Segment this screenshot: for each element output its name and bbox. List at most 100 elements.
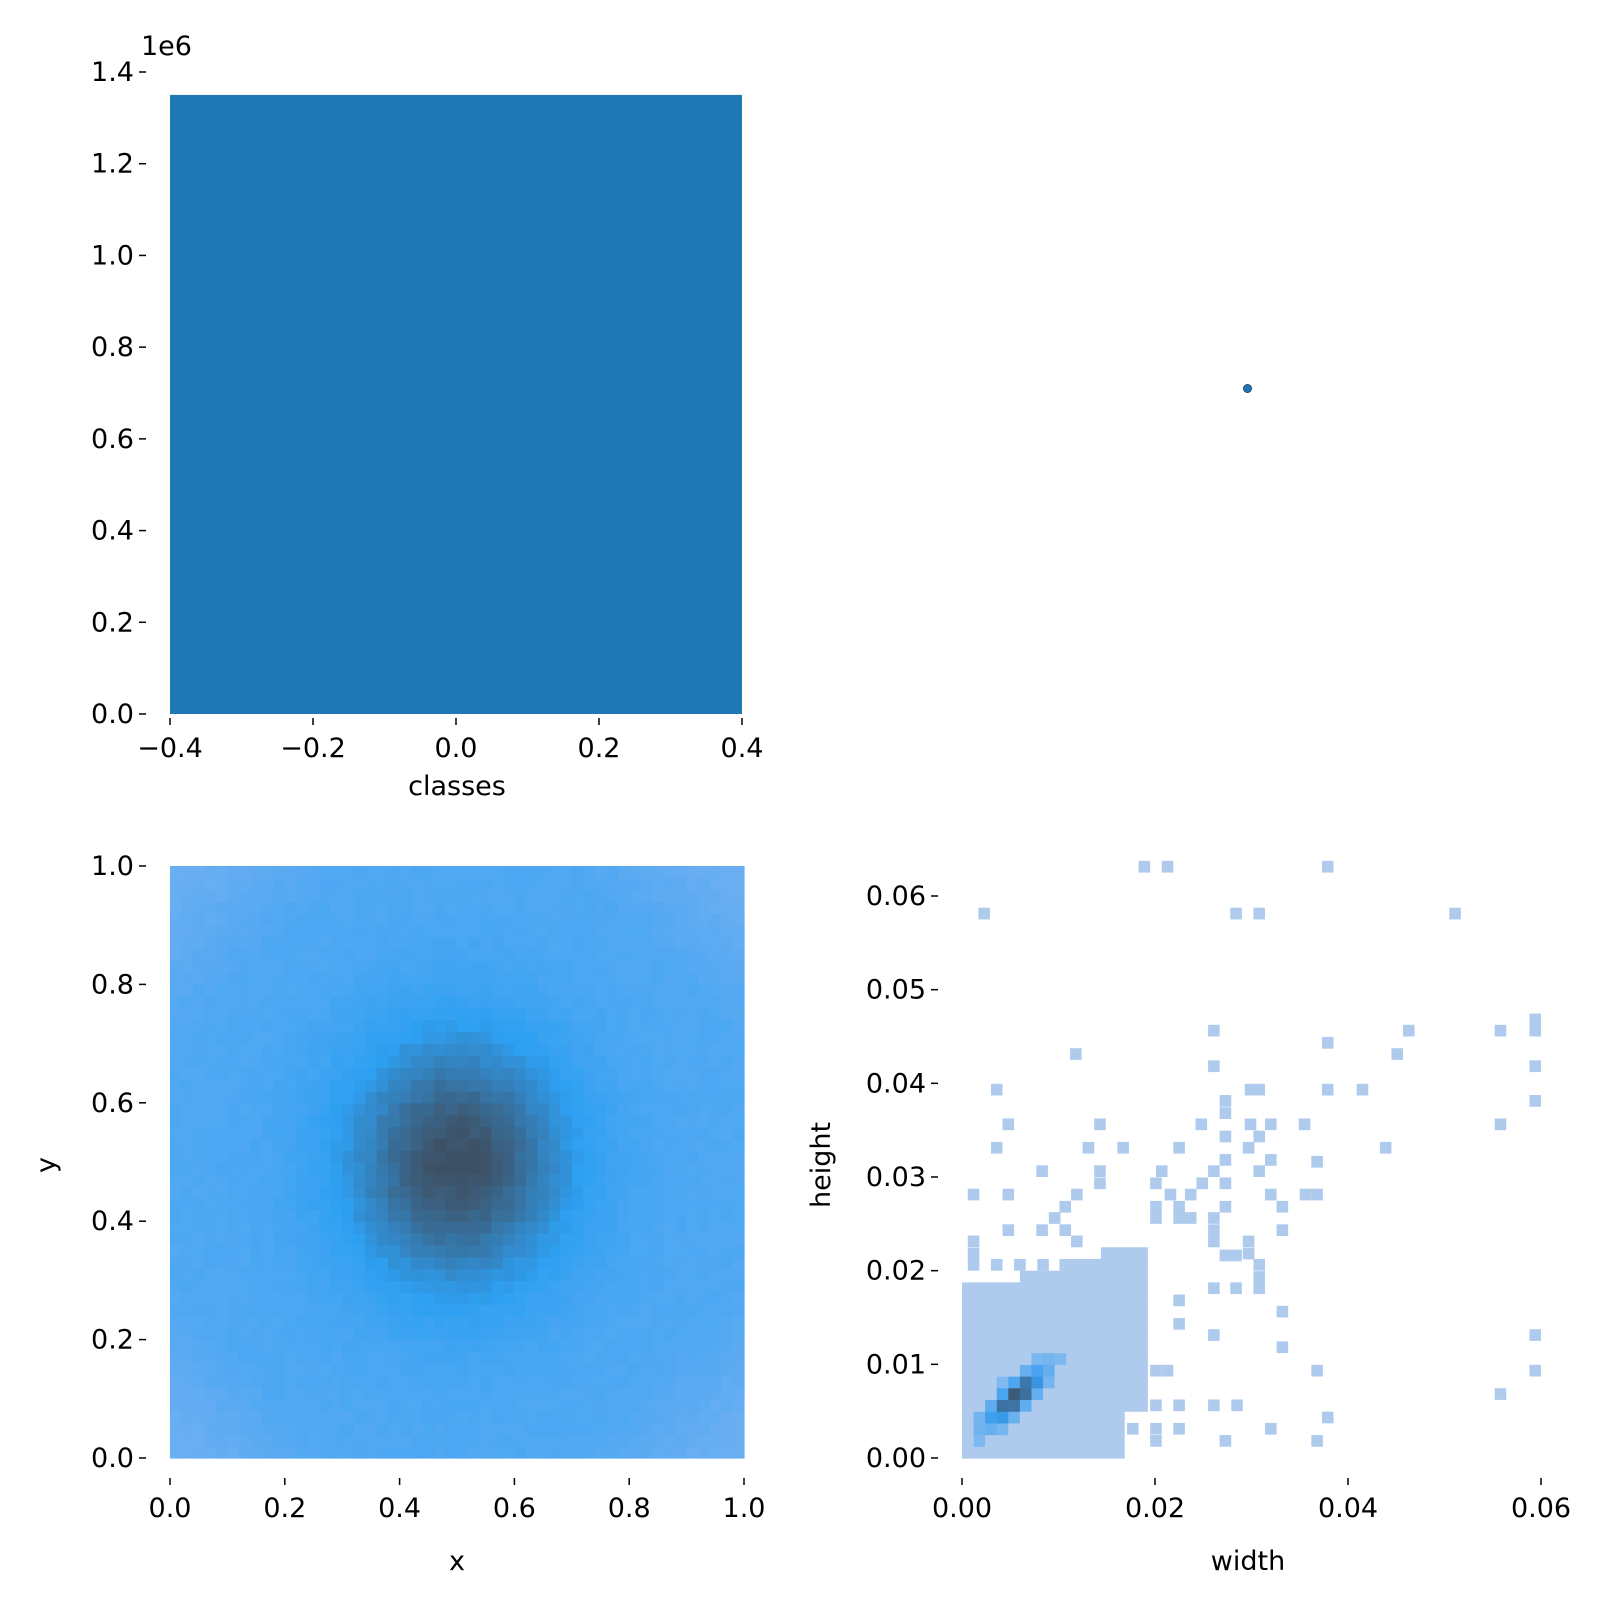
xy-heatmap-cell bbox=[284, 1398, 297, 1412]
xy-heatmap-cell bbox=[479, 1102, 493, 1116]
width-height-cell bbox=[1311, 1188, 1323, 1201]
width-height-cell bbox=[962, 1329, 975, 1342]
width-height-cell bbox=[1054, 1411, 1067, 1424]
xy-heatmap-cell bbox=[261, 1375, 274, 1388]
classes-y-tick-label: 1.4 bbox=[91, 57, 134, 88]
xy-heatmap-cell bbox=[629, 1150, 642, 1163]
xy-heatmap-cell bbox=[709, 1256, 722, 1270]
xy-heatmap-cell bbox=[250, 1446, 263, 1459]
xy-heatmap-cell bbox=[525, 1079, 538, 1092]
xy-heatmap-cell bbox=[468, 1386, 481, 1400]
xy-heatmap-cell bbox=[652, 1102, 665, 1116]
width-height-cell bbox=[1054, 1376, 1067, 1389]
width-height-cell bbox=[1019, 1434, 1033, 1447]
xy-heatmap-cell bbox=[365, 1315, 378, 1329]
xy-heatmap-cell bbox=[296, 1410, 309, 1424]
xy-heatmap-cell bbox=[640, 1446, 653, 1459]
xy-heatmap-cell bbox=[170, 1351, 183, 1364]
xy-heatmap-cell bbox=[250, 1019, 263, 1033]
xy-heatmap-cell bbox=[422, 1256, 435, 1270]
xy-heatmap-cell bbox=[686, 1043, 699, 1057]
width-height-cell bbox=[1253, 1282, 1266, 1295]
xy-heatmap-cell bbox=[698, 1221, 711, 1234]
classes-y-tick-label: 0.0 bbox=[91, 699, 134, 730]
xy-heatmap-cell bbox=[640, 972, 653, 985]
xy-heatmap-cell bbox=[330, 866, 343, 879]
xy-heatmap-cell bbox=[479, 984, 493, 997]
xy-heatmap-cell bbox=[537, 1126, 550, 1139]
xy-heatmap-cell bbox=[537, 1410, 550, 1424]
xy-heatmap-cell bbox=[250, 1008, 263, 1021]
xy-heatmap-cell bbox=[319, 1244, 332, 1258]
xy-heatmap-cell bbox=[238, 1434, 251, 1447]
xy-heatmap-cell bbox=[238, 1221, 251, 1234]
xy-heatmap-cell bbox=[238, 972, 251, 985]
xy-x-tick-label: 1.0 bbox=[723, 1493, 766, 1524]
xy-heatmap-cell bbox=[594, 1221, 607, 1234]
width-height-cell bbox=[1124, 1376, 1137, 1389]
xy-heatmap-cell bbox=[307, 1256, 320, 1270]
xy-heatmap-cell bbox=[560, 1126, 573, 1139]
xy-heatmap-cell bbox=[583, 1446, 596, 1459]
xy-heatmap-cell bbox=[571, 1434, 584, 1447]
xy-heatmap-cell bbox=[457, 1327, 470, 1341]
xy-heatmap-cell bbox=[388, 1008, 401, 1021]
xy-heatmap-cell bbox=[445, 1019, 458, 1033]
width-height-cell bbox=[1008, 1376, 1021, 1389]
xy-heatmap-cell bbox=[376, 1031, 389, 1045]
xy-heatmap-cell bbox=[284, 901, 297, 914]
xy-heatmap-cell bbox=[365, 1446, 378, 1459]
xy-heatmap-cell bbox=[663, 1292, 676, 1305]
width-height-cell bbox=[1529, 1095, 1541, 1107]
xy-heatmap-cell bbox=[284, 1055, 297, 1068]
classes-y-tick-label: 0.8 bbox=[91, 332, 134, 363]
xy-heatmap-cell bbox=[502, 1197, 515, 1210]
xy-heatmap-cell bbox=[192, 901, 206, 914]
width-height-cell bbox=[1043, 1294, 1056, 1307]
width-height-cell bbox=[1043, 1434, 1056, 1447]
xy-heatmap-cell bbox=[468, 877, 481, 891]
xy-heatmap-cell bbox=[181, 1244, 194, 1258]
xy-heatmap-cell bbox=[698, 1079, 711, 1092]
width-height-cell bbox=[1321, 1411, 1334, 1424]
xy-heatmap-cell bbox=[445, 1090, 458, 1104]
xy-heatmap-cell bbox=[227, 1386, 240, 1400]
xy-heatmap-cell bbox=[698, 1173, 711, 1187]
xy-heatmap-cell bbox=[273, 1090, 286, 1104]
xy-heatmap-cell bbox=[365, 1173, 378, 1187]
xy-heatmap-cell bbox=[640, 1398, 653, 1412]
xy-heatmap-cell bbox=[709, 1446, 722, 1459]
xy-heatmap-cell bbox=[307, 1268, 320, 1281]
width-height-cell bbox=[1019, 1294, 1033, 1307]
xy-heatmap-cell bbox=[353, 1292, 366, 1305]
width-height-cell bbox=[973, 1294, 986, 1307]
xy-heatmap-cell bbox=[583, 1434, 596, 1447]
xy-heatmap-cell bbox=[422, 1079, 435, 1092]
xy-heatmap-cell bbox=[617, 1268, 630, 1281]
xy-heatmap-cell bbox=[629, 1055, 642, 1068]
xy-heatmap-cell bbox=[721, 1185, 734, 1199]
xy-heatmap-cell bbox=[548, 960, 561, 974]
xy-heatmap-cell bbox=[399, 1244, 412, 1258]
xy-heatmap-cell bbox=[238, 913, 251, 926]
xy-heatmap-cell bbox=[491, 1268, 504, 1281]
xy-heatmap-cell bbox=[319, 1055, 332, 1068]
xy-heatmap-cell bbox=[192, 1434, 206, 1447]
xy-heatmap-cell bbox=[617, 877, 630, 891]
width-height-cell bbox=[1031, 1270, 1044, 1283]
xy-heatmap-cell bbox=[411, 1268, 424, 1281]
xy-heatmap-cell bbox=[721, 1126, 734, 1139]
xy-heatmap-cell bbox=[284, 1031, 297, 1045]
width-height-cell bbox=[1019, 1411, 1033, 1424]
xy-heatmap-cell bbox=[560, 1363, 573, 1376]
xy-heatmap-cell bbox=[709, 1233, 722, 1246]
xy-heatmap-cell bbox=[548, 925, 561, 938]
xy-heatmap-cell bbox=[594, 948, 607, 962]
xy-heatmap-cell bbox=[698, 1339, 711, 1353]
xy-heatmap-cell bbox=[170, 1185, 183, 1199]
xy-heatmap-cell bbox=[296, 901, 309, 914]
xy-heatmap-cell bbox=[479, 1067, 493, 1080]
xy-heatmap-cell bbox=[434, 1410, 447, 1424]
xy-heatmap-cell bbox=[434, 889, 447, 903]
xy-heatmap-cell bbox=[204, 925, 217, 938]
